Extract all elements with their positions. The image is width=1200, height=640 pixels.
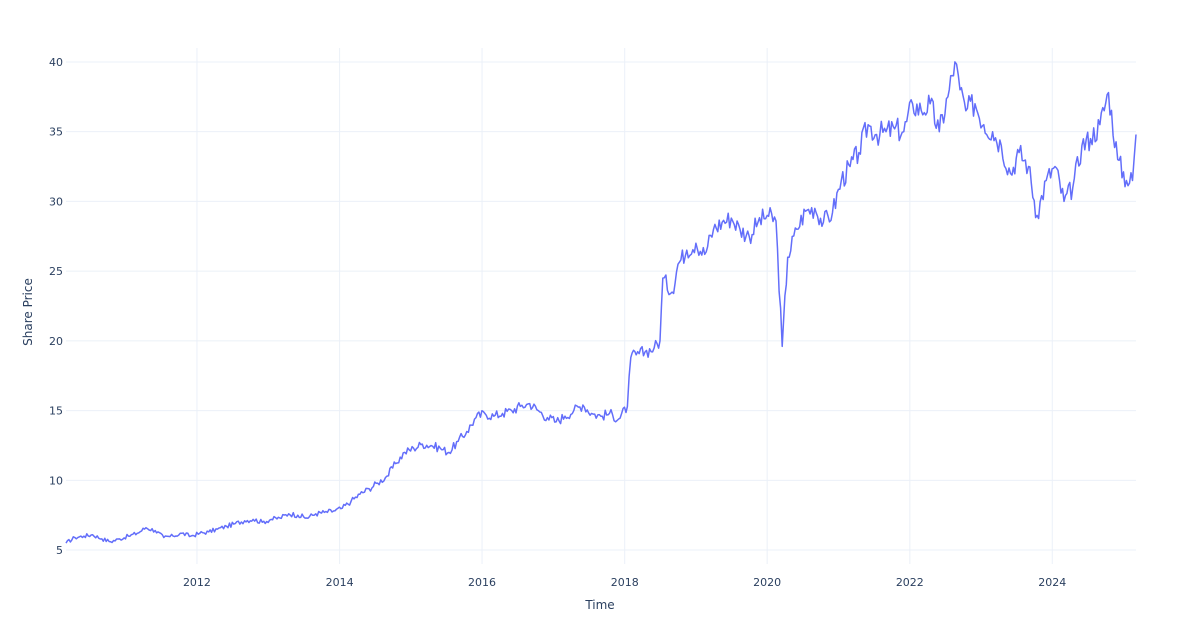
x-axis-title: Time [584, 598, 614, 612]
y-axis-title: Share Price [21, 278, 35, 346]
x-tick-label: 2014 [326, 576, 354, 589]
y-tick-label: 40 [49, 56, 63, 69]
y-tick-label: 10 [49, 474, 63, 487]
y-tick-label: 35 [49, 126, 63, 139]
y-tick-labels: 5 10 15 20 25 30 35 40 [49, 56, 63, 557]
y-tick-label: 15 [49, 405, 63, 418]
x-tick-label: 2020 [753, 576, 781, 589]
series-line-0 [65, 61, 1137, 544]
x-tick-label: 2018 [611, 576, 639, 589]
y-gridlines [66, 61, 1136, 551]
y-tick-label: 30 [49, 195, 63, 208]
y-tick-label: 5 [56, 544, 63, 557]
y-tick-label: 25 [49, 265, 63, 278]
x-tick-label: 2016 [468, 576, 496, 589]
series-layer [65, 61, 1137, 544]
x-tick-label: 2024 [1038, 576, 1066, 589]
x-tick-label: 2012 [183, 576, 211, 589]
x-tick-labels: 2012 2014 2016 2018 2020 2022 2024 [183, 576, 1066, 589]
x-gridlines [196, 48, 1053, 564]
x-tick-label: 2022 [896, 576, 924, 589]
y-tick-label: 20 [49, 335, 63, 348]
